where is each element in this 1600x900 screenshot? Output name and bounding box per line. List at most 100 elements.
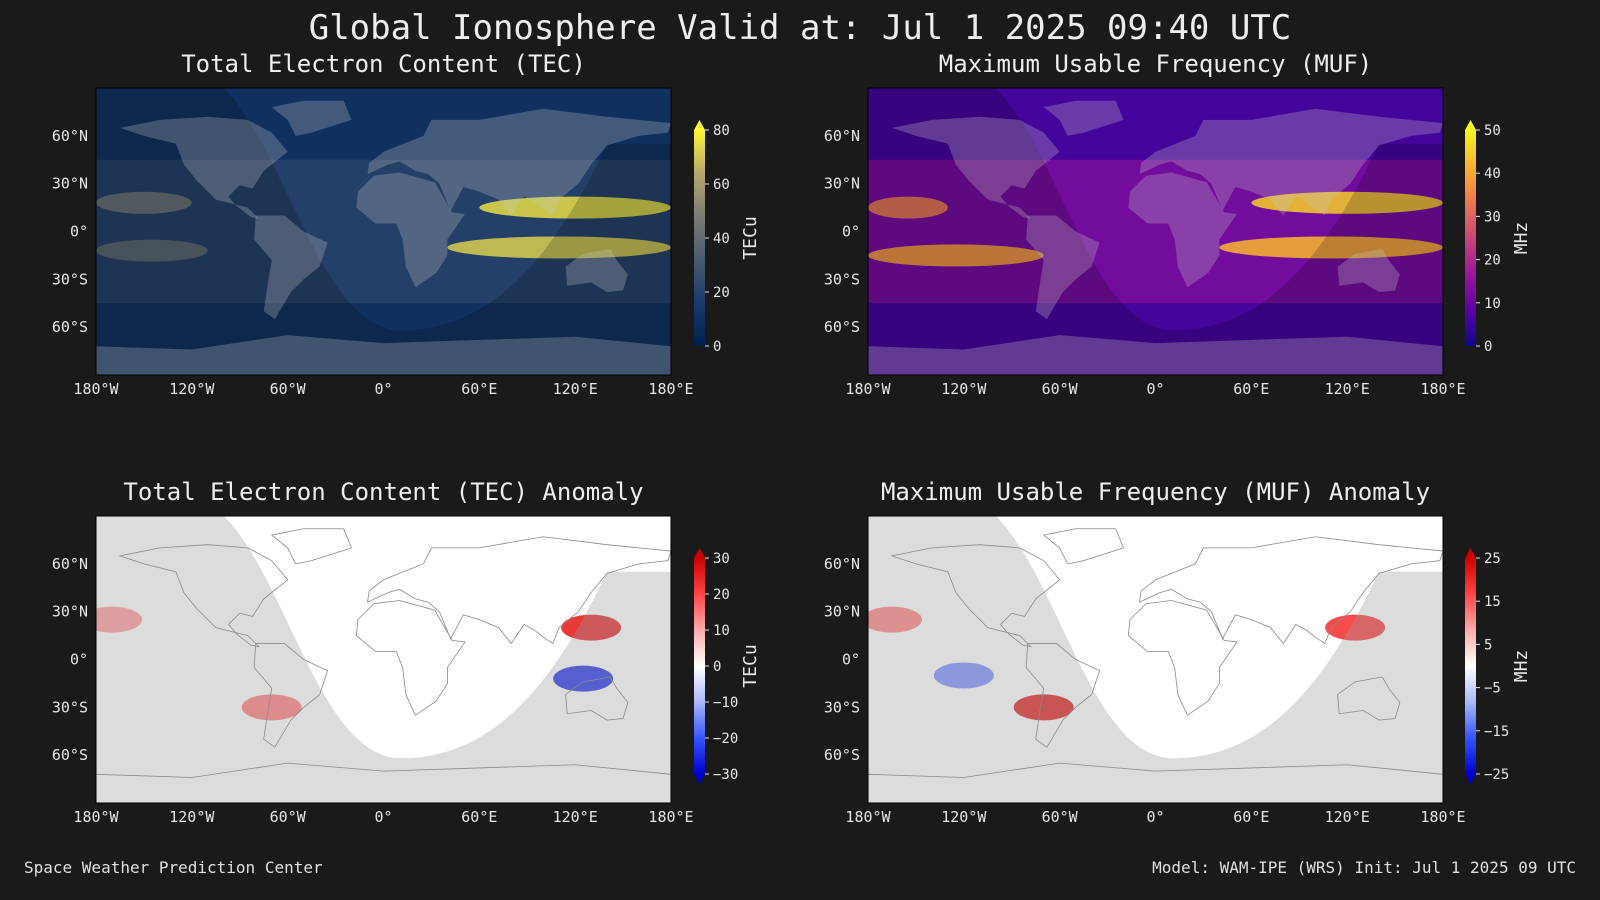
data-blob bbox=[868, 606, 922, 633]
panel-4: Maximum Usable Frequency (MUF) Anomaly 18… bbox=[824, 478, 1532, 826]
y-tick-label: 0° bbox=[70, 651, 88, 669]
colorbar-tick-label: 15 bbox=[1484, 594, 1501, 610]
x-tick-label: 60°E bbox=[1233, 808, 1269, 826]
colorbar-tick-label: 10 bbox=[1484, 296, 1501, 312]
colorbar-tick-label: 50 bbox=[1484, 123, 1501, 139]
x-tick-label: 180°E bbox=[648, 808, 693, 826]
continent-eurasia bbox=[1139, 108, 1443, 216]
x-tick-label: 60°W bbox=[1042, 380, 1079, 398]
colorbar-arrow-bottom bbox=[1465, 774, 1476, 784]
data-band bbox=[447, 236, 671, 259]
y-tick-label: 60°N bbox=[52, 555, 88, 573]
continent-north-america bbox=[891, 116, 1060, 219]
continent-north-america bbox=[890, 544, 1061, 648]
x-tick-label: 180°E bbox=[1420, 808, 1465, 826]
data-band bbox=[479, 196, 671, 219]
continent-greenland bbox=[271, 100, 352, 136]
continent-eurasia bbox=[367, 536, 671, 645]
colorbar-tick-label: 20 bbox=[1484, 253, 1501, 269]
continent-antarctica bbox=[868, 762, 1443, 803]
colorbar-tick-label: 0 bbox=[1484, 339, 1492, 355]
continent-greenland bbox=[270, 528, 353, 565]
x-tick-label: 60°W bbox=[270, 380, 307, 398]
panel-title: Maximum Usable Frequency (MUF) Anomaly bbox=[881, 478, 1430, 506]
continent-australia bbox=[1337, 676, 1401, 721]
mid-latitude-band bbox=[868, 159, 1443, 304]
night-shading bbox=[868, 88, 1443, 375]
map-frame bbox=[867, 515, 1444, 804]
x-tick-label: 180°W bbox=[845, 380, 891, 398]
colorbar-label: MHz bbox=[1511, 650, 1532, 683]
panel-title: Maximum Usable Frequency (MUF) bbox=[939, 50, 1372, 78]
x-tick-label: 60°W bbox=[270, 808, 307, 826]
y-tick-label: 60°N bbox=[52, 127, 88, 145]
continent-greenland bbox=[1042, 528, 1125, 565]
continent-south-america bbox=[253, 643, 329, 748]
x-tick-label: 120°E bbox=[553, 380, 598, 398]
data-band bbox=[96, 191, 192, 214]
continent-north-america bbox=[118, 544, 289, 648]
y-tick-label: 60°N bbox=[824, 555, 860, 573]
y-tick-label: 30°N bbox=[824, 603, 860, 621]
colorbar-tick-label: 5 bbox=[1484, 637, 1492, 653]
continent-south-america bbox=[254, 215, 328, 320]
colorbar-tick-label: −30 bbox=[713, 767, 738, 783]
data-band bbox=[868, 196, 948, 219]
y-tick-label: 0° bbox=[842, 651, 860, 669]
footer-organization: Space Weather Prediction Center bbox=[24, 858, 323, 877]
x-tick-label: 0° bbox=[1146, 380, 1164, 398]
footer-model-info: Model: WAM-IPE (WRS) Init: Jul 1 2025 09… bbox=[1152, 858, 1576, 877]
data-band bbox=[1219, 236, 1443, 259]
continent-antarctica bbox=[96, 762, 671, 803]
x-tick-label: 0° bbox=[374, 380, 392, 398]
continent-australia bbox=[1337, 249, 1400, 293]
x-tick-label: 60°E bbox=[461, 808, 497, 826]
map-area bbox=[868, 88, 1443, 375]
colorbar bbox=[694, 558, 705, 774]
night-shading bbox=[96, 88, 671, 375]
colorbar-arrow-top bbox=[1465, 120, 1476, 130]
night-shading bbox=[868, 516, 1443, 803]
data-blob bbox=[1325, 614, 1386, 641]
colorbar-tick-label: 25 bbox=[1484, 551, 1501, 567]
colorbar-tick-label: −20 bbox=[713, 731, 738, 747]
y-tick-label: 60°S bbox=[824, 746, 860, 764]
continent-australia bbox=[565, 676, 629, 721]
x-tick-label: 120°W bbox=[941, 808, 987, 826]
colorbar bbox=[1465, 558, 1476, 774]
map-area bbox=[96, 88, 671, 375]
y-tick-label: 0° bbox=[842, 223, 860, 241]
x-tick-label: 0° bbox=[1146, 808, 1164, 826]
colorbar-tick-label: −15 bbox=[1484, 724, 1509, 740]
continent-eurasia bbox=[367, 108, 671, 216]
colorbar bbox=[694, 130, 705, 346]
map-area bbox=[96, 516, 671, 803]
x-tick-label: 180°E bbox=[648, 380, 693, 398]
x-tick-label: 120°W bbox=[941, 380, 987, 398]
colorbar-arrow-bottom bbox=[694, 774, 705, 784]
colorbar-tick-label: −10 bbox=[713, 695, 738, 711]
y-tick-label: 30°S bbox=[52, 270, 88, 288]
panel-3: Total Electron Content (TEC) Anomaly 180°… bbox=[52, 478, 761, 826]
map-frame bbox=[95, 515, 672, 804]
data-blob bbox=[933, 662, 994, 689]
continent-africa bbox=[356, 172, 465, 288]
colorbar-tick-label: 40 bbox=[713, 231, 730, 247]
y-tick-label: 30°N bbox=[52, 603, 88, 621]
map-background bbox=[96, 516, 671, 803]
x-tick-label: 60°E bbox=[1233, 380, 1269, 398]
colorbar-tick-label: 0 bbox=[713, 659, 721, 675]
continent-eurasia bbox=[1139, 536, 1443, 645]
x-tick-label: 180°E bbox=[1420, 380, 1465, 398]
x-tick-label: 120°W bbox=[169, 808, 215, 826]
data-blob bbox=[553, 665, 614, 692]
y-tick-label: 60°S bbox=[824, 318, 860, 336]
data-band bbox=[96, 239, 208, 262]
colorbar-tick-label: 20 bbox=[713, 587, 730, 603]
y-tick-label: 30°S bbox=[824, 270, 860, 288]
continent-africa bbox=[355, 600, 466, 716]
colorbar-label: TECu bbox=[740, 216, 761, 259]
data-blob bbox=[1013, 694, 1074, 721]
continent-south-america bbox=[1026, 215, 1100, 320]
